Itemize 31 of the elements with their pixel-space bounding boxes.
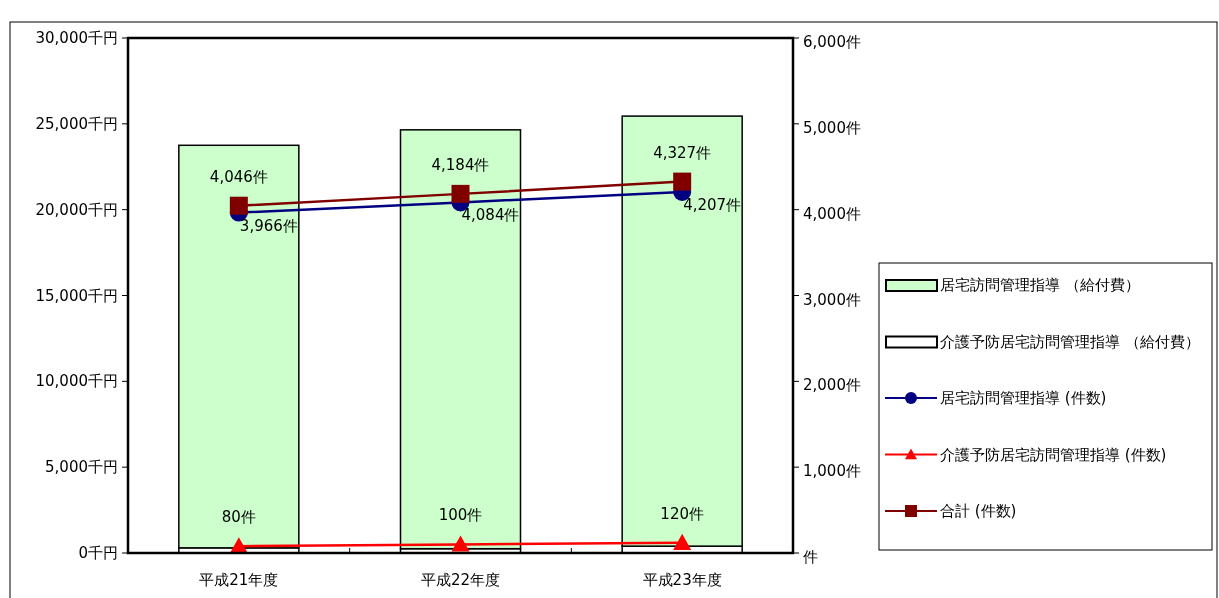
- y-tick-label: 30,000千円: [35, 29, 118, 47]
- data-label: 4,207件: [683, 195, 742, 214]
- legend-label: 合計 (件数): [940, 502, 1017, 520]
- data-label: 4,046件: [209, 167, 268, 186]
- data-label: 4,327件: [653, 143, 712, 162]
- y2-tick-label: 1,000件: [803, 462, 861, 481]
- x-tick-label: 平成23年度: [642, 571, 722, 589]
- y-tick-label: 10,000千円: [35, 372, 118, 391]
- y-tick-label: 25,000千円: [35, 114, 118, 133]
- y2-tick-label: 3,000件: [803, 290, 861, 309]
- legend-label: 居宅訪問管理指導 （給付費）: [940, 276, 1140, 294]
- data-label: 100件: [438, 506, 483, 525]
- y-tick-label: 5,000千円: [45, 458, 118, 477]
- x-tick-label: 平成21年度: [199, 571, 279, 589]
- y-tick-label: 20,000千円: [35, 200, 118, 219]
- y2-tick-label: 4,000件: [803, 204, 861, 223]
- y-tick-label: 0千円: [78, 544, 118, 562]
- data-label: 4,084件: [461, 206, 520, 225]
- data-label: 120件: [660, 504, 704, 523]
- y2-tick-label: 5,000件: [803, 118, 861, 137]
- y2-tick-label: 6,000件: [803, 33, 861, 51]
- x-tick-label: 平成22年度: [420, 571, 501, 589]
- legend-label: 居宅訪問管理指導 (件数): [940, 389, 1107, 407]
- data-label: 3,966件: [239, 216, 298, 235]
- y-tick-label: 15,000千円: [35, 286, 118, 305]
- y2-tick-label: 件: [803, 548, 818, 566]
- y2-tick-label: 2,000件: [803, 376, 861, 395]
- data-label: 4,184件: [431, 155, 490, 174]
- data-label: 80件: [221, 508, 256, 527]
- legend-label: 介護予防居宅訪問管理指導 (件数): [940, 445, 1167, 464]
- legend-label: 介護予防居宅訪問管理指導 （給付費）: [940, 332, 1200, 351]
